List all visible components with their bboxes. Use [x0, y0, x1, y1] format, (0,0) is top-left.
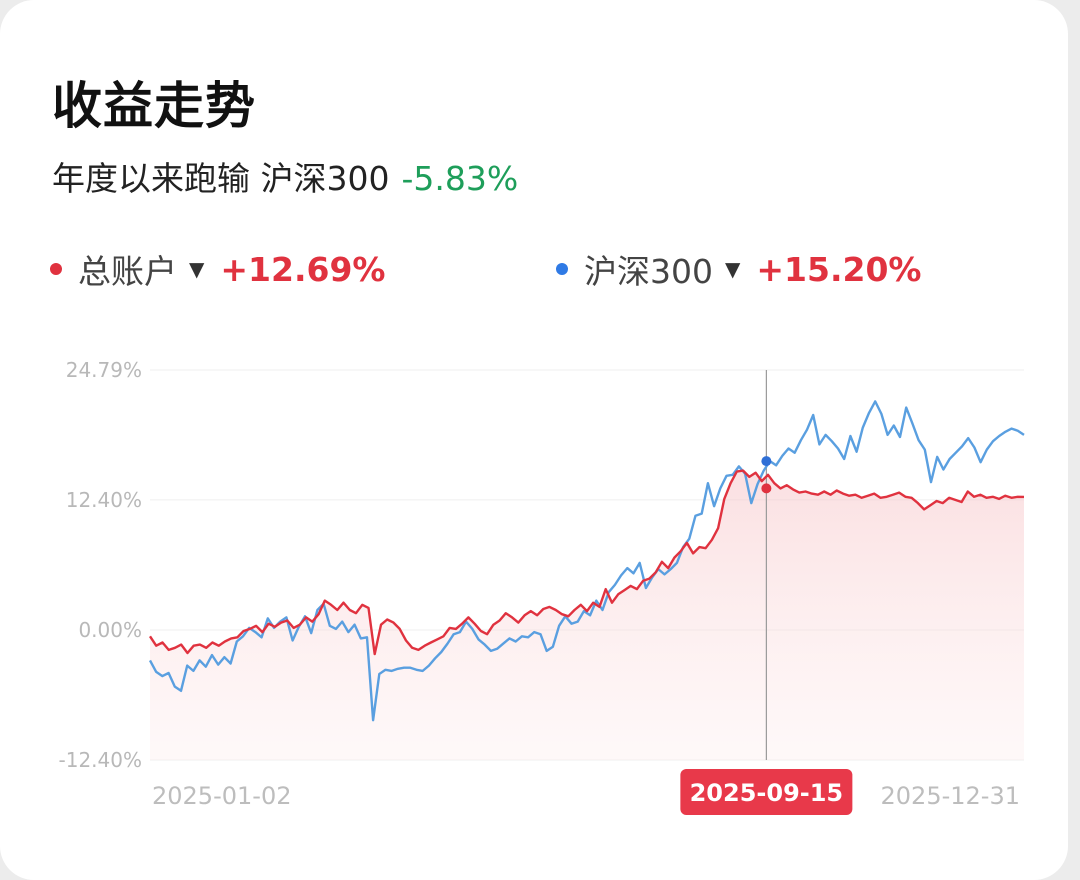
crosshair-dot-benchmark — [761, 456, 772, 467]
subtitle-delta: -5.83% — [401, 159, 519, 198]
subtitle: 年度以来跑输 沪深300 -5.83% — [52, 152, 518, 200]
crosshair-date: 2025-09-15 — [690, 779, 844, 807]
page-title: 收益走势 — [52, 77, 256, 135]
y-tick-label: 24.79% — [66, 358, 142, 382]
series-line-benchmark — [148, 400, 1025, 722]
legend-label-benchmark: 沪深300 — [584, 252, 713, 291]
series-line-account — [148, 469, 1025, 656]
y-tick-label: -12.40% — [59, 748, 142, 772]
crosshair-dot-account — [761, 483, 772, 494]
badge-background — [680, 769, 853, 815]
y-tick-label: 0.00% — [78, 618, 142, 642]
legend-item-benchmark[interactable]: 沪深300 ▼ +15.20% — [556, 245, 922, 293]
line-chart[interactable]: 24.79% 12.40% 0.00% -12.40% 2025-01-02 2025… — [0, 330, 1068, 830]
crosshair-date-badge: 2025-09-15 — [680, 769, 853, 815]
x-label-start: 2025-01-02 — [152, 782, 291, 810]
subtitle-text: 年度以来跑输 沪深300 — [52, 159, 390, 198]
legend-value-benchmark: +15.20% — [756, 249, 922, 289]
y-tick-label: 12.40% — [66, 488, 142, 512]
caret-down-icon[interactable]: ▼ — [725, 257, 741, 281]
area-fill-account — [150, 470, 1024, 760]
y-axis: 24.79% 12.40% 0.00% -12.40% — [59, 358, 142, 772]
legend-label-account: 总账户 — [78, 252, 177, 291]
blue-dot-icon — [556, 263, 568, 275]
legend-item-account[interactable]: 总账户 ▼ +12.69% — [50, 245, 386, 293]
legend-value-account: +12.69% — [220, 249, 386, 289]
x-label-end: 2025-12-31 — [881, 782, 1020, 810]
caret-down-icon[interactable]: ▼ — [189, 257, 205, 281]
red-dot-icon — [50, 263, 62, 275]
